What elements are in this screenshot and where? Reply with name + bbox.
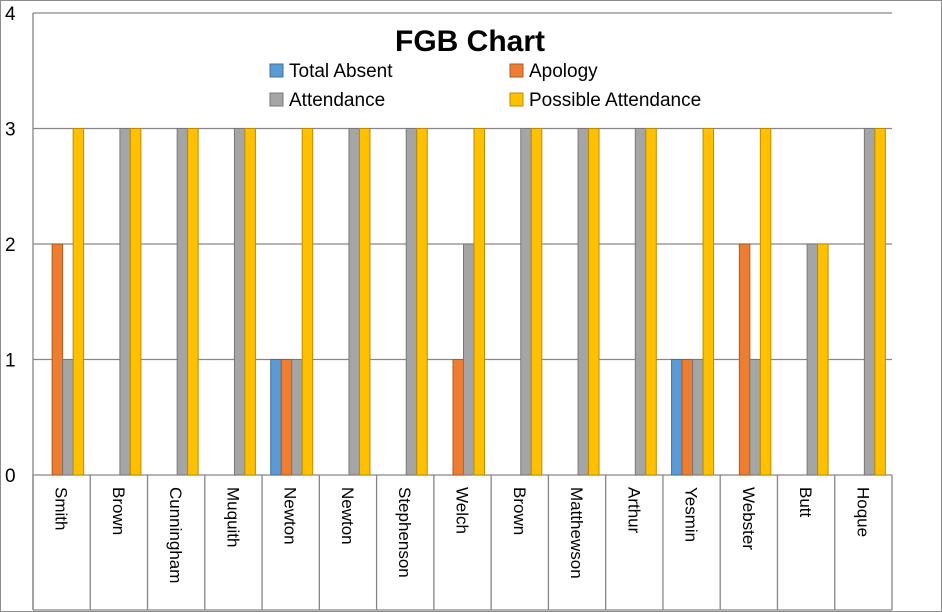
bar-attendance xyxy=(233,128,246,476)
y-tick-label: 4 xyxy=(5,4,16,25)
bar-possible-attendance xyxy=(187,128,199,476)
bar-apology xyxy=(738,243,751,476)
bar-attendance xyxy=(119,128,131,476)
x-tick-label: Newton xyxy=(281,487,300,545)
bar-total-absent xyxy=(270,359,282,476)
chart-title: FGB Chart xyxy=(395,25,545,58)
bars xyxy=(51,128,886,476)
legend-item: Apology xyxy=(509,61,598,82)
x-tick-label: Brown xyxy=(510,487,529,535)
x-axis-table: Smith Brown Cunningham Muquith Newton Newton S… xyxy=(32,475,893,611)
bar-attendance xyxy=(405,128,418,476)
x-tick-label: Muquith xyxy=(223,487,242,547)
y-tick-label: 0 xyxy=(5,466,16,487)
bar-apology xyxy=(280,359,293,476)
bar-apology xyxy=(452,359,464,476)
y-axis-ticks: 0 1 2 3 4 xyxy=(5,4,16,487)
legend-swatch xyxy=(509,63,524,78)
bar-attendance xyxy=(634,128,647,476)
x-tick-label: Butt xyxy=(796,487,815,518)
bar-attendance xyxy=(806,243,819,476)
x-tick-label: Matthewson xyxy=(567,487,586,579)
legend-label: Apology xyxy=(529,61,598,82)
legend-label: Attendance xyxy=(289,90,385,111)
legend-swatch xyxy=(269,92,284,107)
legend-swatch xyxy=(509,92,524,107)
bar-possible-attendance xyxy=(588,128,600,476)
bar-attendance xyxy=(520,128,532,476)
bar-possible-attendance xyxy=(72,128,85,476)
bar-total-absent xyxy=(671,359,683,476)
y-tick-label: 2 xyxy=(5,235,16,256)
x-tick-label: Smith xyxy=(52,487,71,530)
x-tick-label: Yesmin xyxy=(682,487,701,542)
legend-item: Total Absent xyxy=(269,61,393,82)
bar-possible-attendance xyxy=(874,128,886,476)
bar-possible-attendance xyxy=(702,128,715,476)
bar-possible-attendance xyxy=(301,128,314,476)
bar-attendance xyxy=(291,359,303,476)
bar-possible-attendance xyxy=(530,128,543,476)
bar-possible-attendance xyxy=(244,128,256,476)
bar-attendance xyxy=(692,359,704,476)
x-tick-label: Brown xyxy=(109,487,128,535)
legend-label: Possible Attendance xyxy=(529,90,701,111)
bar-possible-attendance xyxy=(129,128,142,476)
bar-attendance xyxy=(863,128,876,476)
bar-possible-attendance xyxy=(817,243,829,476)
bar-attendance xyxy=(348,128,360,476)
legend: Total Absent Apology Attendance Possible At… xyxy=(269,61,701,111)
bar-apology xyxy=(681,359,694,476)
bar-apology xyxy=(51,243,64,476)
legend-item: Possible Attendance xyxy=(509,90,701,111)
bar-attendance xyxy=(749,359,761,476)
legend-swatch xyxy=(269,63,284,78)
bar-possible-attendance xyxy=(416,128,428,476)
legend-item: Attendance xyxy=(269,90,385,111)
x-tick-label: Webster xyxy=(739,487,758,550)
x-tick-label: Stephenson xyxy=(395,487,414,578)
x-tick-label: Newton xyxy=(338,487,357,545)
bar-possible-attendance xyxy=(759,128,772,476)
legend-label: Total Absent xyxy=(289,61,393,82)
x-tick-label: Welch xyxy=(453,487,472,534)
bar-possible-attendance xyxy=(473,128,485,476)
y-tick-label: 1 xyxy=(5,351,16,372)
x-tick-label: Cunningham xyxy=(166,487,185,583)
bar-attendance xyxy=(463,243,475,476)
bar-possible-attendance xyxy=(358,128,371,476)
bar-possible-attendance xyxy=(645,128,657,476)
bar-attendance xyxy=(62,359,74,476)
bar-attendance xyxy=(577,128,590,476)
x-tick-label: Arthur xyxy=(624,487,643,534)
bar-attendance xyxy=(176,128,189,476)
y-tick-label: 3 xyxy=(5,120,16,141)
x-tick-label: Hoque xyxy=(853,487,872,537)
